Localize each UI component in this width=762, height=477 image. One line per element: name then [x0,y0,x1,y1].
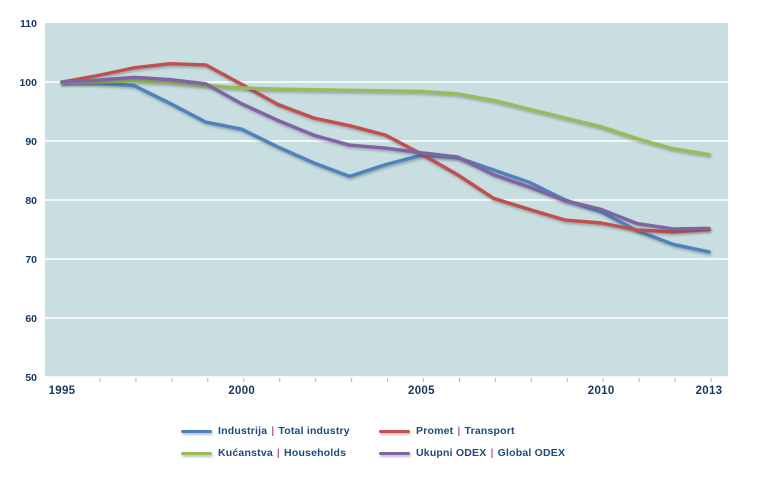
legend-marker-ukupni-odex-icon [379,451,410,455]
series-line-total-industry [60,80,711,254]
legend-separator: | [276,447,281,459]
legend-item-industrija: Industrija | Total industry [181,420,379,442]
series-line-global-odex [60,75,711,231]
legend-label-kucanstva: Kućanstva | Households [218,447,347,459]
legend-separator: | [490,447,494,459]
legend-label-ukupni-odex: Ukupni ODEX | Global ODEX [416,447,566,459]
x-axis-label-2013: 2013 [696,385,723,397]
y-axis-label-90: 90 [25,136,37,148]
legend-item-kucanstva: Kućanstva | Households [181,442,379,464]
series-line-households [60,79,711,157]
legend-marker-promet-icon [379,429,410,433]
legend-item-promet: Promet | Transport [379,420,515,442]
y-axis-label-60: 60 [25,313,37,325]
legend-separator: | [271,425,275,437]
x-axis-label-2005: 2005 [408,385,435,397]
legend-label-promet: Promet | Transport [416,425,515,437]
chart-legend: Industrija | Total industry Promet | Transpo… [0,420,762,464]
x-axis-label-2000: 2000 [228,385,255,397]
y-axis-label-100: 100 [19,77,37,89]
x-axis-label-2010: 2010 [588,385,615,397]
legend-label-industrija: Industrija | Total industry [218,425,350,437]
legend-marker-industrija-icon [181,429,212,433]
legend-separator: | [457,425,461,437]
x-axis-label-1995: 1995 [49,385,76,397]
y-axis-label-80: 80 [25,195,37,207]
y-axis-label-110: 110 [20,18,37,30]
legend-item-ukupni-odex: Ukupni ODEX | Global ODEX [379,442,565,464]
legend-marker-kucanstva-icon [181,451,212,455]
y-axis-label-70: 70 [25,254,37,266]
series-line-transport [60,62,711,234]
line-chart: 50 60 70 80 90 100 110 1995 2000 2005 2010 2013 [19,18,728,397]
legend-row-2: Kućanstva | Households Ukupni ODEX | Global … [0,442,762,464]
y-axis-label-50: 50 [25,372,37,384]
legend-row-1: Industrija | Total industry Promet | Transpo… [0,420,762,442]
